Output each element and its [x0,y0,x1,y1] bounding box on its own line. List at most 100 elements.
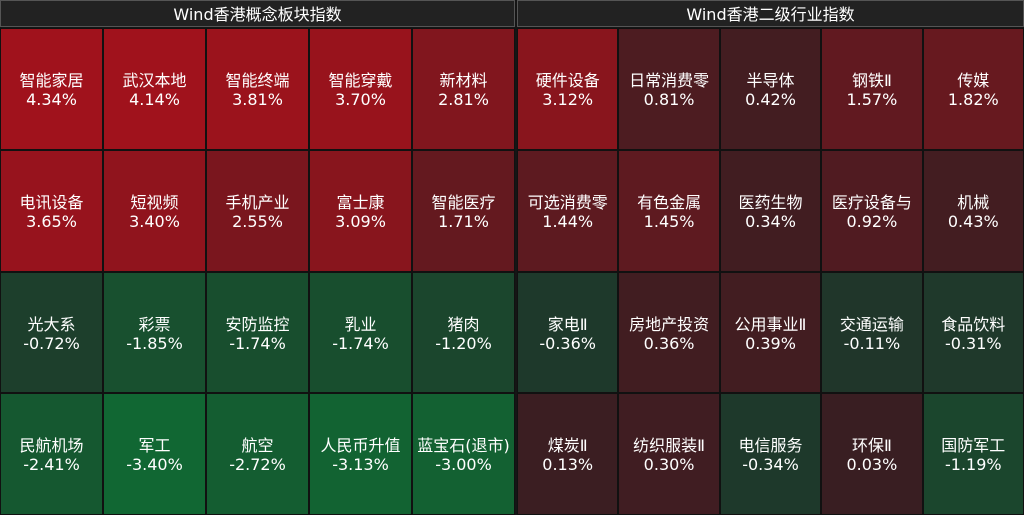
heatmap-cell: 安防监控 -1.74% [206,271,309,394]
cell-change: 2.81% [438,90,489,109]
cell-change: 3.70% [335,90,386,109]
cell-change: 1.82% [947,90,999,109]
heatmap-cell: 智能家居 4.34% [0,28,103,150]
heatmap-cell: 手机产业 2.55% [206,149,309,272]
heatmap-cell: 房地产投资 0.36% [618,271,720,394]
cell-name: 智能医疗 [431,192,496,212]
cell-name: 食品饮料 [941,314,1006,334]
cell-name: 乳业 [344,314,377,334]
cell-change: 0.39% [745,333,796,353]
cell-name: 新材料 [439,71,488,90]
cell-name: 智能穿戴 [328,71,393,90]
cell-name: 可选消费零 [527,192,608,212]
heatmap-cell: 人民币升值 -3.13% [309,393,412,515]
cell-change: 4.34% [26,90,77,109]
cell-name: 军工 [138,436,171,456]
heatmap-cell: 电讯设备 3.65% [0,149,103,272]
cell-name: 手机产业 [225,192,290,212]
cell-change: 3.81% [232,90,283,109]
heatmap-cell: 智能穿戴 3.70% [309,28,412,150]
cell-change: 0.81% [643,90,695,109]
heatmap-cell: 硬件设备 3.12% [517,28,619,150]
heatmap-cell: 机械 0.43% [922,149,1024,272]
cell-name: 环保Ⅱ [851,436,892,456]
panel-title: Wind香港二级行业指数 [517,0,1024,27]
cell-name: 智能终端 [225,71,290,90]
heatmap-cell: 半导体 0.42% [719,28,822,150]
cell-change: -1.85% [126,333,183,353]
cell-name: 人民币升值 [320,436,401,456]
heatmap-cell: 新材料 2.81% [412,28,515,150]
heatmap-cell: 蓝宝石(退市) -3.00% [412,393,515,515]
heatmap-cell: 交通运输 -0.11% [821,271,923,394]
cell-name: 房地产投资 [629,314,710,334]
heatmap-cell: 纺织服装Ⅱ 0.30% [618,393,720,515]
cell-change: 3.65% [26,211,77,231]
heatmap-cell: 乳业 -1.74% [309,271,412,394]
cell-change: -3.40% [126,455,183,475]
cell-change: 0.03% [846,455,898,475]
cell-change: -0.72% [23,333,80,353]
cell-change: 0.43% [947,211,999,231]
cell-name: 煤炭Ⅱ [547,436,588,456]
cell-name: 民航机场 [19,436,84,456]
cell-change: 3.12% [542,90,594,109]
cell-name: 医药生物 [738,192,803,212]
heatmap-cell: 短视频 3.40% [103,149,206,272]
cell-name: 家电Ⅱ [547,314,588,334]
heatmap-cell: 光大系 -0.72% [0,271,103,394]
heatmap-cell: 钢铁Ⅱ 1.57% [821,28,923,150]
cell-name: 电信服务 [738,436,803,456]
heatmap-cell: 武汉本地 4.14% [103,28,206,150]
heatmap-cell: 医药生物 0.34% [719,149,822,272]
cell-name: 彩票 [138,314,171,334]
heatmap-cell: 彩票 -1.85% [103,271,206,394]
cell-name: 武汉本地 [122,71,187,90]
cell-change: 0.13% [542,455,594,475]
cell-name: 硬件设备 [535,71,600,90]
heatmap-cell: 航空 -2.72% [206,393,309,515]
cell-change: -2.72% [229,455,286,475]
cell-name: 航空 [241,436,274,456]
heatmap-cell: 军工 -3.40% [103,393,206,515]
cell-name: 纺织服装Ⅱ [633,436,706,456]
cell-change: 0.36% [643,333,695,353]
cell-name: 智能家居 [19,71,84,90]
cell-name: 医疗设备与 [831,192,912,212]
cell-change: 0.30% [643,455,695,475]
cell-change: 1.45% [643,211,695,231]
cell-name: 公用事业Ⅱ [734,314,807,334]
cell-change: 0.42% [745,90,796,109]
cell-name: 机械 [957,192,990,212]
cell-name: 传媒 [957,71,990,90]
cell-name: 短视频 [130,192,179,212]
cell-name: 有色金属 [637,192,702,212]
cell-change: -1.74% [229,333,286,353]
heatmap-cell: 智能终端 3.81% [206,28,309,150]
heatmap-cell: 家电Ⅱ -0.36% [517,271,619,394]
cell-change: -1.19% [944,455,1002,475]
heatmap-cell: 富士康 3.09% [309,149,412,272]
cell-change: 3.40% [129,211,180,231]
cell-name: 光大系 [27,314,76,334]
cell-change: -0.34% [742,455,799,475]
cell-change: 0.92% [846,211,898,231]
cell-name: 钢铁Ⅱ [851,71,892,90]
cell-name: 半导体 [746,71,795,90]
cell-name: 蓝宝石(退市) [417,436,510,456]
cell-name: 安防监控 [225,314,290,334]
heatmap-cell: 传媒 1.82% [922,28,1024,150]
cell-change: 2.55% [232,211,283,231]
cell-change: 0.34% [745,211,796,231]
cell-name: 猪肉 [447,314,480,334]
heatmap-cell: 环保Ⅱ 0.03% [821,393,923,515]
heatmap-cell: 食品饮料 -0.31% [922,271,1024,394]
cell-change: -1.74% [332,333,389,353]
cell-change: 1.57% [846,90,898,109]
cell-change: -3.13% [332,455,389,475]
heatmap-cell: 日常消费零 0.81% [618,28,720,150]
heatmap-cell: 有色金属 1.45% [618,149,720,272]
heatmap-cell: 可选消费零 1.44% [517,149,619,272]
cell-change: -3.00% [435,455,492,475]
